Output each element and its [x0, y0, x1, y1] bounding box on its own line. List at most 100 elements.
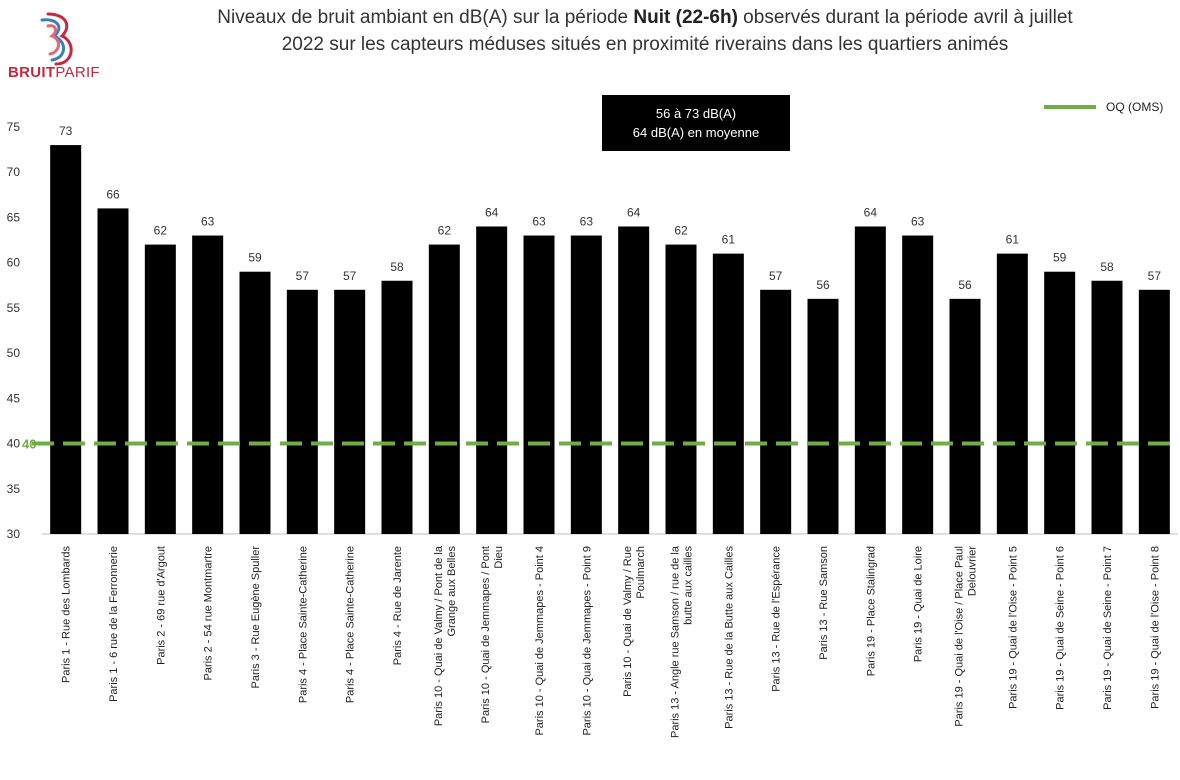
summary-average: 64 dB(A) en moyenne [632, 125, 760, 140]
x-tick-label: Paris 19 - Quai de Loire [913, 546, 925, 662]
x-tick-label: Paris 1 - 6 rue de la Ferronnerie [108, 546, 120, 702]
bar-value-label: 59 [248, 251, 262, 265]
bar [618, 226, 650, 534]
legend-label-reference: OQ (OMS) [1106, 100, 1164, 114]
x-tick-label-line: Paris 3 - Rue Eugène Spuller [250, 546, 262, 689]
bar-value-label: 62 [438, 224, 452, 238]
title-line1-post: observés durant la période avril à juill… [737, 7, 1073, 28]
x-tick-label-line: Paris 4 - Rue de Jarente [392, 546, 404, 665]
bar-value-label: 64 [627, 205, 641, 219]
y-tick-label: 75 [7, 120, 21, 134]
x-tick-label: Paris 3 - Rue Eugène Spuller [250, 546, 262, 689]
x-tick-label-line: Paris 13 - Rue de l'Espérance [771, 546, 783, 692]
x-tick-label-line: Paris 4 - Place Sainte-Catherine [297, 546, 309, 703]
x-tick-label-line: Paris 10 - Quai de Jemmapes - Point 4 [534, 546, 546, 736]
bar [1091, 280, 1123, 534]
bar [807, 298, 839, 534]
x-tick-label-line: Poulmarch [635, 546, 647, 599]
x-tick-label-line: Paris 10 - Quai de Jemmapes - Point 9 [581, 546, 593, 736]
bar [97, 208, 129, 534]
bar [428, 244, 460, 535]
bar-value-label: 63 [580, 215, 594, 229]
bar [949, 298, 981, 534]
title-line-1: Niveaux de bruit ambiant en dB(A) sur la… [120, 4, 1170, 31]
bar-value-label: 62 [674, 224, 688, 238]
x-tick-label: Paris 10 - Quai de Jemmapes / PontDieu [480, 546, 505, 723]
bar [712, 253, 744, 534]
bar [996, 253, 1028, 534]
x-tick-label-line: Paris 19 - Quai de Seine - Point 7 [1102, 546, 1114, 710]
bar [476, 226, 508, 534]
x-tick-label-line: Paris 4 - Place Sainte-Catherine [345, 546, 357, 703]
bar [334, 289, 366, 534]
bar [144, 244, 176, 535]
x-tick-label-line: Paris 19 - Quai de Loire [913, 546, 925, 662]
x-tick-label: Paris 4 - Rue de Jarente [392, 546, 404, 665]
bar-value-label: 57 [296, 269, 310, 283]
x-tick-label-line: Delouvrier [967, 546, 979, 596]
x-tick-label-line: Paris 19 - Place Stalingrad [865, 546, 877, 676]
x-tick-label-line: Paris 19 - Quai de l'Oise / Place Paul [954, 546, 966, 727]
legend-swatch-reference [1044, 105, 1096, 109]
bar-value-label: 56 [816, 278, 830, 292]
x-tick-label-line: Paris 13 - Rue Samson [818, 546, 830, 660]
bar-value-label: 57 [769, 269, 783, 283]
bar [50, 145, 82, 535]
x-tick-label: Paris 4 - Place Sainte-Catherine [297, 546, 309, 703]
bruitparif-logo [40, 12, 73, 66]
x-tick-label: Paris 19 - Place Stalingrad [865, 546, 877, 676]
y-tick-label: 45 [7, 391, 21, 405]
x-tick-label: Paris 13 - Rue Samson [818, 546, 830, 660]
x-tick-label-line: Dieu [493, 546, 505, 569]
bar [902, 235, 934, 535]
bar [523, 235, 555, 535]
x-tick-label: Paris 13 - Rue de la Butte aux Cailles [723, 546, 735, 729]
x-tick-label-line: Paris 1 - 6 rue de la Ferronnerie [108, 546, 120, 702]
bar-value-label: 64 [485, 205, 499, 219]
summary-range: 56 à 73 dB(A) [655, 106, 737, 121]
bar-value-label: 64 [864, 205, 878, 219]
x-tick-label: Paris 1 - Rue des Lombards [61, 546, 73, 683]
bar-value-label: 59 [1053, 251, 1067, 265]
bar-value-label: 61 [1006, 233, 1020, 247]
bar-value-label: 73 [59, 124, 73, 138]
logo-brand-bold: BRUIT [8, 64, 56, 81]
x-tick-label: Paris 10 - Quai de Jemmapes - Point 9 [581, 546, 593, 736]
summary-box: 56 à 73 dB(A) 64 dB(A) en moyenne [602, 95, 790, 151]
bar-value-label: 66 [106, 187, 120, 201]
x-tick-label: Paris 19 - Quai de Seine - Point 6 [1055, 546, 1067, 710]
bar [1044, 271, 1076, 534]
x-tick-label-line: Paris 10 - Quai de Valmy / Pont de la [433, 545, 445, 726]
bar [760, 289, 792, 534]
x-tick-label-line: Paris 19 - Quai de l'Oise - Point 5 [1007, 546, 1019, 709]
x-tick-label-line: Paris 19 - Quai de l'Oise - Point 8 [1149, 546, 1161, 709]
bar-value-label: 57 [1148, 269, 1162, 283]
y-tick-label: 50 [7, 346, 21, 360]
title-line1-bold: Nuit (22-6h) [633, 7, 738, 28]
legend: OQ (OMS) [1044, 100, 1163, 114]
bar [192, 235, 224, 535]
bar-value-label: 57 [343, 269, 357, 283]
bar-value-label: 58 [1100, 260, 1114, 274]
x-tick-label: Paris 13 - Angle rue Samson / rue de lab… [670, 545, 695, 738]
bar [381, 280, 413, 534]
bar [854, 226, 886, 534]
bar [665, 244, 697, 535]
x-tick-label-line: Paris 2 - 54 rue Montmartre [203, 546, 215, 681]
reference-line-label: 40 [22, 437, 36, 452]
x-tick-label-line: Grange aux Belles [446, 546, 458, 637]
bar-value-label: 63 [532, 215, 546, 229]
x-tick-label: Paris 19 - Quai de l'Oise - Point 5 [1007, 546, 1019, 709]
logo-wordmark: BRUITPARIF [8, 64, 100, 81]
y-tick-label: 40 [7, 437, 21, 451]
x-tick-label: Paris 10 - Quai de Valmy / Pont de laGra… [433, 545, 458, 726]
bar [286, 289, 318, 534]
x-tick-label: Paris 10 - Quai de Valmy / RuePoulmarch [622, 546, 647, 697]
x-tick-label: Paris 19 - Quai de Seine - Point 7 [1102, 546, 1114, 710]
bar-value-label: 62 [154, 224, 168, 238]
x-tick-label-line: Paris 10 - Quai de Valmy / Rue [622, 546, 634, 697]
y-tick-label: 70 [7, 165, 21, 179]
chart-title: Niveaux de bruit ambiant en dB(A) sur la… [120, 4, 1170, 58]
bar-value-label: 63 [911, 215, 925, 229]
